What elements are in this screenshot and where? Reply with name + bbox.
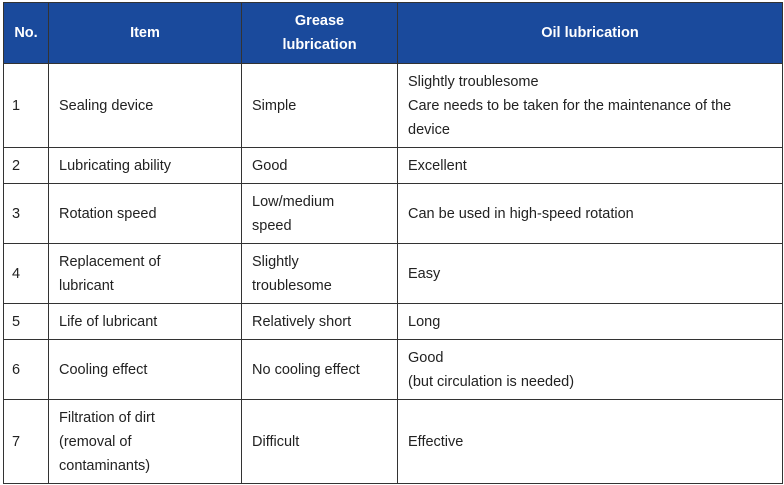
row-number: 1 bbox=[3, 63, 49, 148]
header-row: No. Item Grease lubrication Oil lubricat… bbox=[3, 2, 783, 64]
row-item-text: Cooling effect bbox=[59, 361, 148, 378]
row-oil-note: (but circulation is needed) bbox=[408, 373, 575, 390]
row-item: Sealing device bbox=[48, 63, 242, 148]
row-item: Lubricating ability bbox=[48, 147, 242, 184]
row-number: 6 bbox=[3, 339, 49, 400]
row-oil: Excellent bbox=[397, 147, 783, 184]
row-oil: Good (but circulation is needed) bbox=[397, 339, 783, 400]
row-oil-text: Long bbox=[408, 313, 441, 330]
row-oil: Long bbox=[397, 303, 783, 340]
row-item: Cooling effect bbox=[48, 339, 242, 400]
table-row: 6 Cooling effect No cooling effect Good … bbox=[3, 339, 783, 400]
row-item: Life of lubricant bbox=[48, 303, 242, 340]
row-oil-text: Good bbox=[408, 349, 444, 366]
row-oil-text: Can be used in high-speed rotation bbox=[408, 205, 634, 222]
row-grease-text: Slightly troublesome bbox=[252, 253, 332, 294]
table-row: 5 Life of lubricant Relatively short Lon… bbox=[3, 303, 783, 340]
row-grease: Simple bbox=[241, 63, 398, 148]
row-item: Rotation speed bbox=[48, 183, 242, 244]
row-grease-text: Low/medium speed bbox=[252, 193, 335, 234]
row-grease: Low/medium speed bbox=[241, 183, 398, 244]
row-item-text: Lubricating ability bbox=[59, 157, 172, 174]
row-item-text: Filtration of dirt (removal of contamina… bbox=[59, 409, 155, 474]
header-grease: Grease lubrication bbox=[241, 2, 398, 64]
row-oil-text: Effective bbox=[408, 433, 464, 450]
row-oil: Slightly troublesome Care needs to be ta… bbox=[397, 63, 783, 148]
row-grease-text: No cooling effect bbox=[252, 361, 360, 378]
row-item: Filtration of dirt (removal of contamina… bbox=[48, 399, 242, 484]
table-row: 1 Sealing device Simple Slightly trouble… bbox=[3, 63, 783, 148]
row-item-text: Replacement of lubricant bbox=[59, 253, 161, 294]
row-item-text: Rotation speed bbox=[59, 205, 157, 222]
row-oil-text: Excellent bbox=[408, 157, 467, 174]
row-grease-text: Difficult bbox=[252, 433, 300, 450]
header-item: Item bbox=[48, 2, 242, 64]
row-grease: Relatively short bbox=[241, 303, 398, 340]
row-number: 5 bbox=[3, 303, 49, 340]
row-oil: Easy bbox=[397, 243, 783, 304]
row-grease-text: Simple bbox=[252, 97, 297, 114]
row-oil-text: Slightly troublesome bbox=[408, 73, 539, 90]
row-oil-note: Care needs to be taken for the maintenan… bbox=[408, 97, 732, 138]
row-grease: Difficult bbox=[241, 399, 398, 484]
row-item: Replacement of lubricant bbox=[48, 243, 242, 304]
table-row: 3 Rotation speed Low/medium speed Can be… bbox=[3, 183, 783, 244]
row-grease: Slightly troublesome bbox=[241, 243, 398, 304]
lubrication-comparison-table: No. Item Grease lubrication Oil lubricat… bbox=[3, 2, 783, 484]
row-oil: Can be used in high-speed rotation bbox=[397, 183, 783, 244]
row-grease-text: Good bbox=[252, 157, 288, 174]
row-item-text: Sealing device bbox=[59, 97, 154, 114]
row-oil-text: Easy bbox=[408, 265, 441, 282]
table-row: 4 Replacement of lubricant Slightly trou… bbox=[3, 243, 783, 304]
row-grease: No cooling effect bbox=[241, 339, 398, 400]
header-oil: Oil lubrication bbox=[397, 2, 783, 64]
row-grease: Good bbox=[241, 147, 398, 184]
table-row: 2 Lubricating ability Good Excellent bbox=[3, 147, 783, 184]
row-number: 4 bbox=[3, 243, 49, 304]
row-number: 7 bbox=[3, 399, 49, 484]
row-number: 3 bbox=[3, 183, 49, 244]
row-number: 2 bbox=[3, 147, 49, 184]
row-oil: Effective bbox=[397, 399, 783, 484]
row-grease-text: Relatively short bbox=[252, 313, 352, 330]
table-row: 7 Filtration of dirt (removal of contami… bbox=[3, 399, 783, 484]
row-item-text: Life of lubricant bbox=[59, 313, 158, 330]
header-no: No. bbox=[3, 2, 49, 64]
